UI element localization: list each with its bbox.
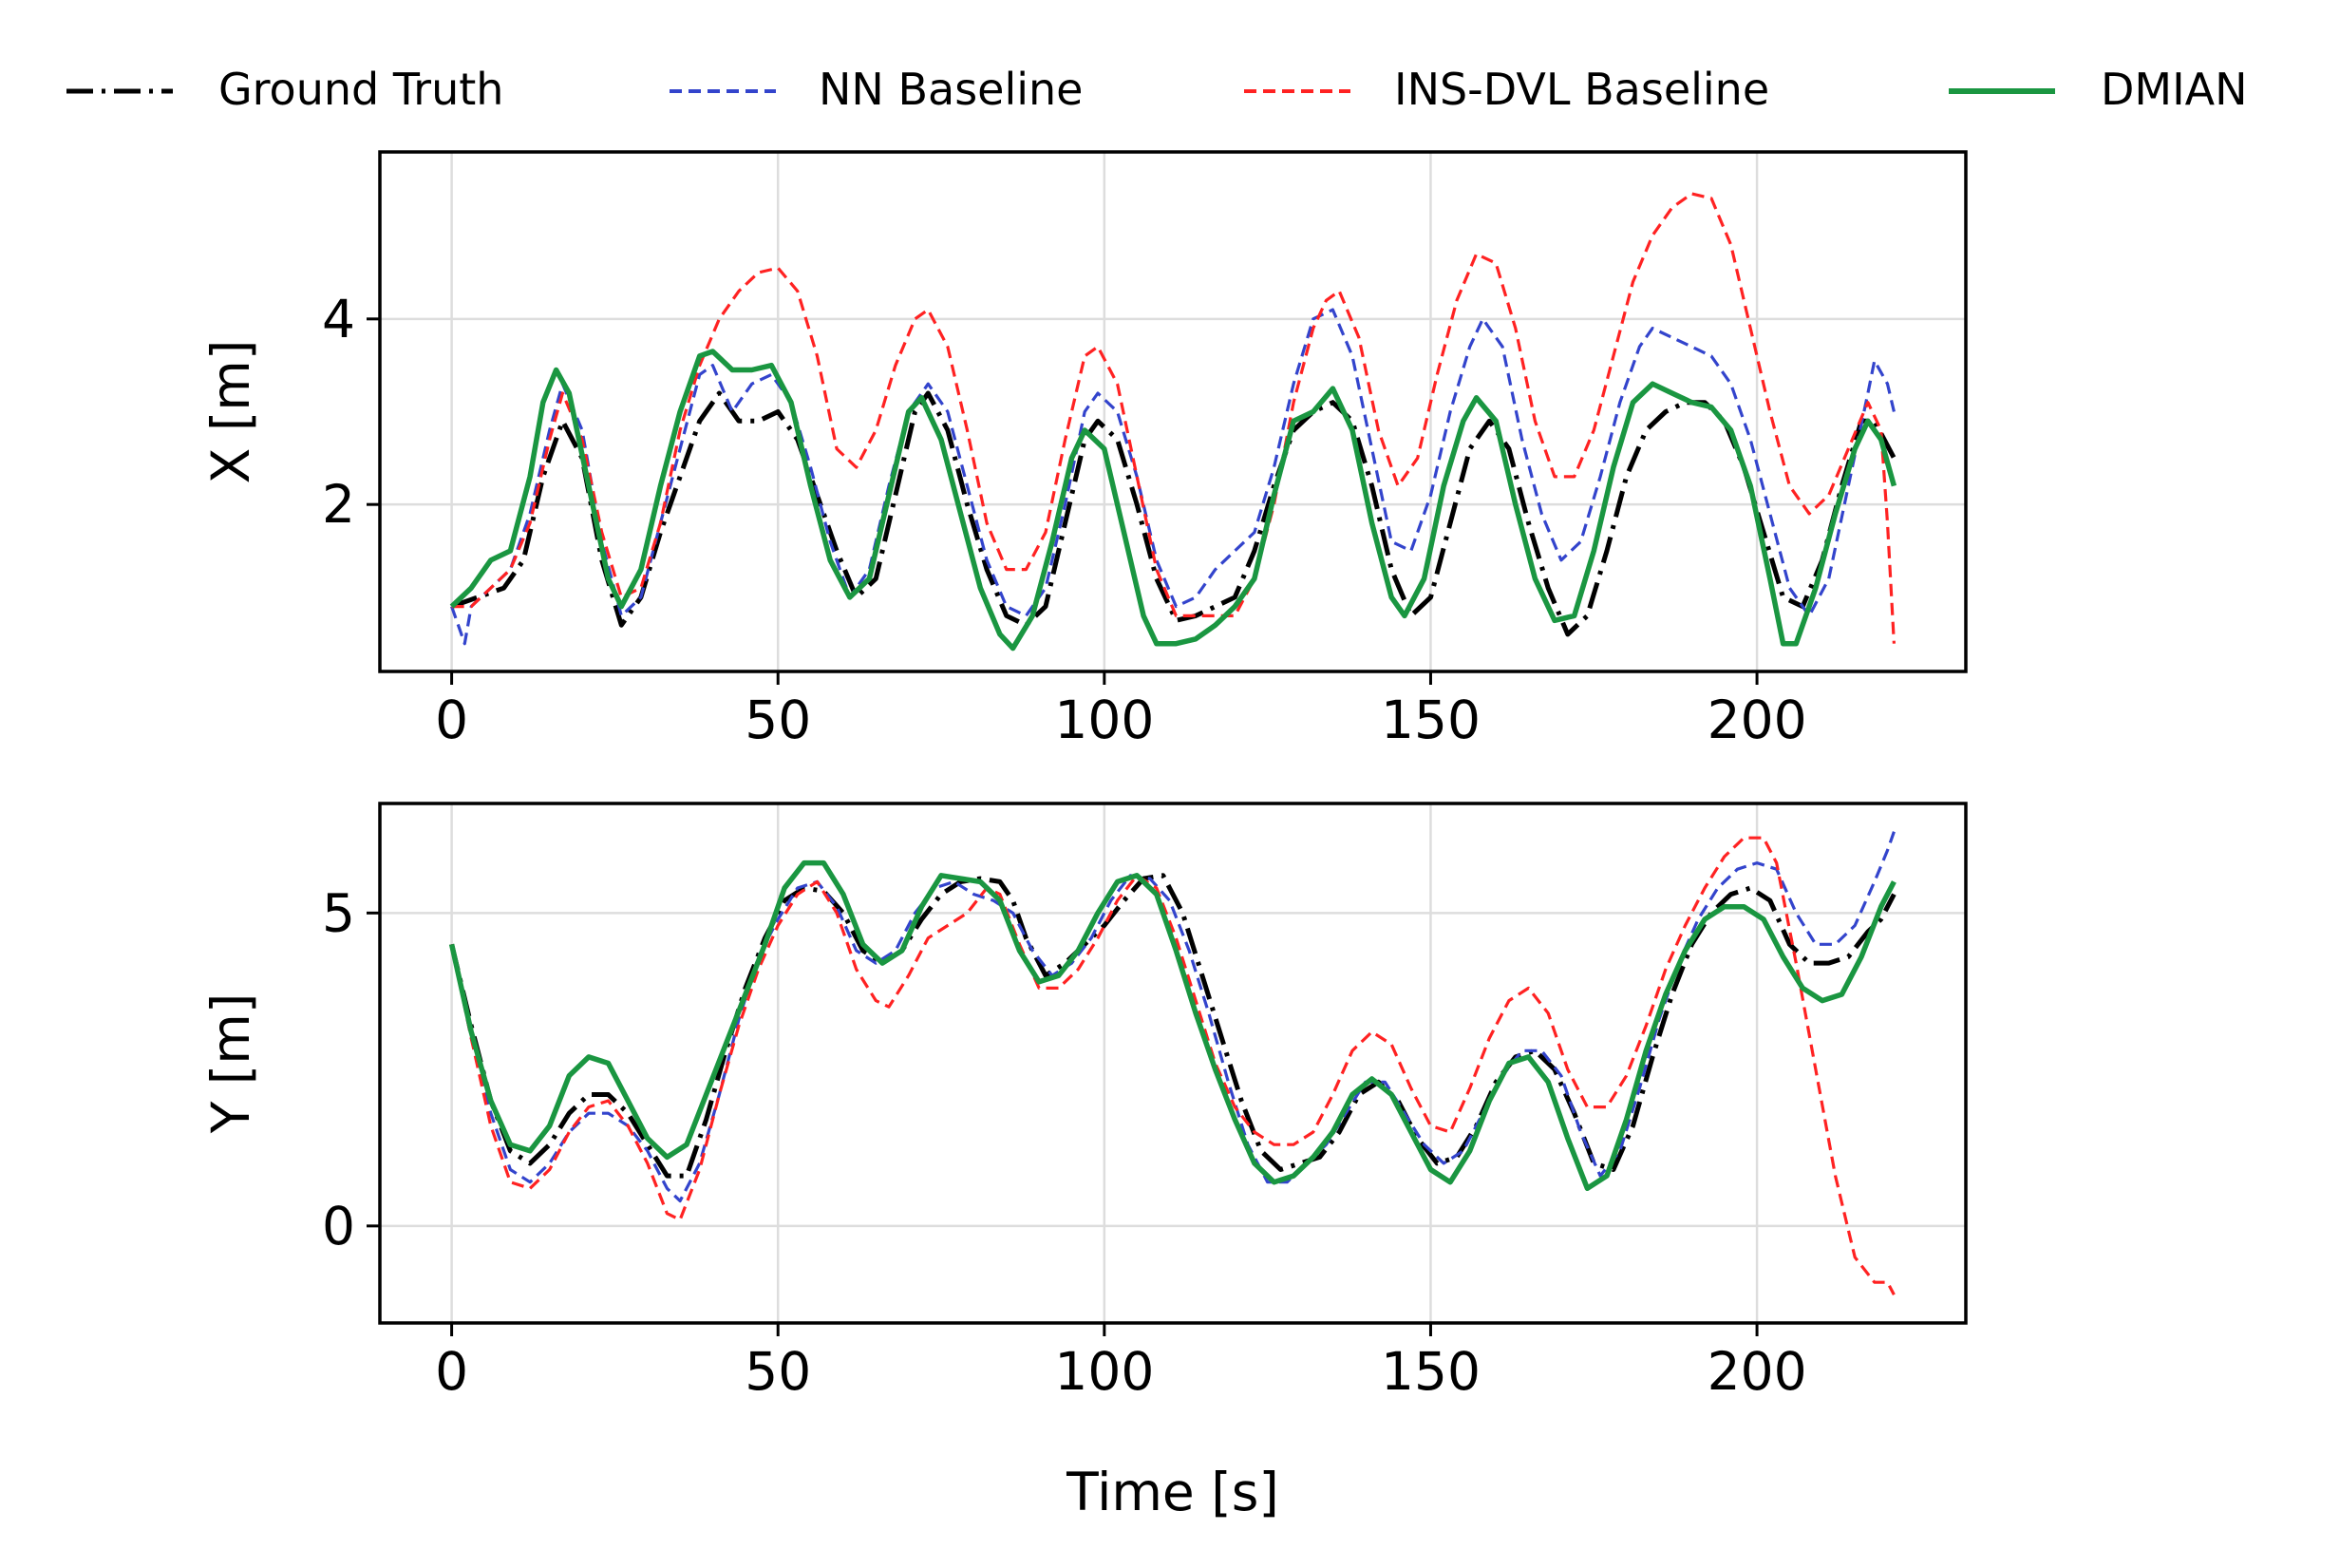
series-line-ground-truth-y: [449, 873, 1897, 1179]
legend: Ground Truth NN Baseline INS-DVL Baselin…: [66, 64, 2248, 115]
series-group-x: [449, 192, 1897, 652]
x-tick-label: 100: [1054, 1341, 1154, 1402]
x-tick-label: 200: [1708, 1341, 1807, 1402]
y-tick-label: 4: [322, 289, 355, 349]
legend-label-dmian: DMIAN: [2101, 64, 2248, 115]
y-tick-label: 5: [322, 882, 355, 943]
series-line-dmian-x: [449, 349, 1897, 652]
legend-entry-ground-truth: Ground Truth: [66, 64, 503, 115]
x-tick-label: 200: [1708, 690, 1807, 750]
series-line-nn-baseline-x: [450, 308, 1896, 646]
x-tick-label: 150: [1381, 690, 1481, 750]
legend-entry-ins-dvl-baseline: INS-DVL Baseline: [1244, 64, 1769, 115]
legend-label-ins-dvl-baseline: INS-DVL Baseline: [1394, 64, 1769, 115]
series-line-ins-dvl-baseline-x: [451, 192, 1896, 644]
x-tick-label: 150: [1381, 1341, 1481, 1402]
x-axis-label-y: Time [s]: [1066, 1462, 1279, 1522]
series-line-dmian-y: [448, 860, 1897, 1192]
subplot-x: 0 50 100 150 200 2 4 X [m]: [200, 150, 1968, 750]
legend-label-nn-baseline: NN Baseline: [819, 64, 1083, 115]
y-axis-label-x: X [m]: [200, 340, 261, 484]
series-group-y: [448, 831, 1897, 1296]
x-tick-label: 50: [745, 690, 811, 750]
y-tick-label: 2: [322, 474, 355, 535]
x-tick-label: 0: [435, 1341, 468, 1402]
legend-entry-dmian: DMIAN: [1949, 64, 2248, 115]
series-line-ground-truth-x: [450, 390, 1897, 637]
subplot-y: 0 50 100 150 200 0 5 Y [m] Time [s]: [200, 802, 1968, 1522]
series-line-ins-dvl-baseline-y: [450, 836, 1896, 1296]
x-tick-label: 0: [435, 690, 468, 750]
y-axis-label-y: Y [m]: [200, 993, 261, 1135]
plot-frame-y: [378, 802, 1968, 1325]
legend-entry-nn-baseline: NN Baseline: [670, 64, 1083, 115]
x-tick-label: 100: [1054, 690, 1154, 750]
legend-label-ground-truth: Ground Truth: [218, 64, 503, 115]
plot-frame-x: [378, 150, 1968, 673]
y-tick-label: 0: [322, 1196, 355, 1256]
x-tick-label: 50: [745, 1341, 811, 1402]
series-line-nn-baseline-y: [450, 831, 1896, 1203]
